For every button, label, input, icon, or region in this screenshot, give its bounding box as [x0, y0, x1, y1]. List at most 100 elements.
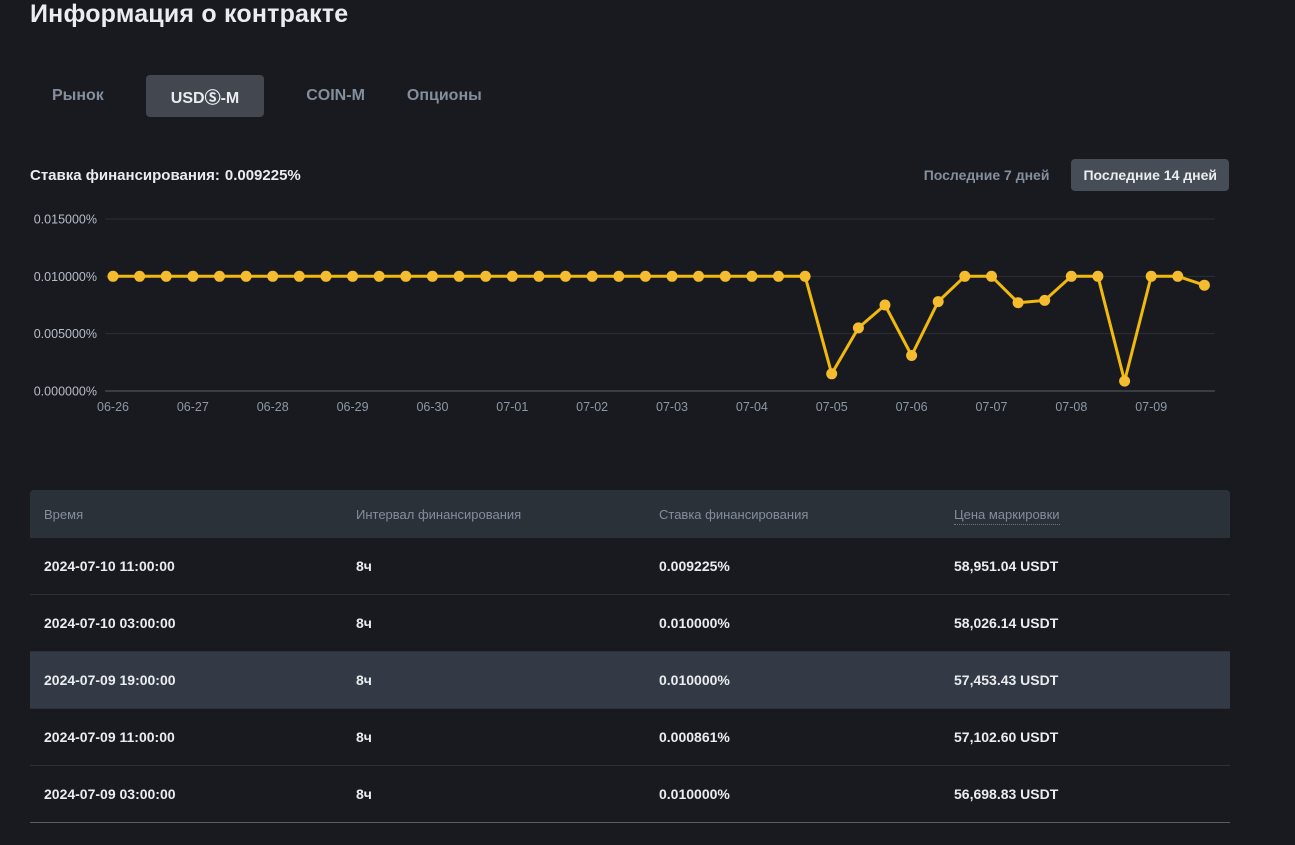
funding-rate-caption: Ставка финансирования: [30, 166, 220, 184]
cell-time: 2024-07-09 11:00:00 [44, 729, 175, 745]
cell-funding-interval: 8ч [356, 615, 372, 631]
funding-rate-point[interactable] [639, 270, 651, 282]
funding-rate-point[interactable] [480, 270, 492, 282]
funding-rate-point[interactable] [1092, 270, 1104, 282]
cell-mark-price: 58,026.14 USDT [954, 615, 1059, 631]
table-row: 2024-07-10 03:00:00 8ч 0.010000% 58,026.14 … [30, 595, 1230, 652]
funding-rate-point[interactable] [879, 299, 891, 311]
funding-rate-point[interactable] [693, 270, 705, 282]
funding-rate-point[interactable] [160, 270, 172, 282]
funding-rate-point[interactable] [986, 270, 997, 282]
funding-rate-point[interactable] [1012, 297, 1024, 309]
cell-mark-price: 58,951.04 USDT [954, 558, 1059, 574]
funding-rate-point[interactable] [267, 270, 279, 282]
funding-rate-point[interactable] [347, 270, 359, 282]
tab-options[interactable]: Опционы [406, 87, 482, 104]
funding-rate-chart[interactable]: 0.015000% 0.010000% 0.005000% 0.000000% 06-2… [30, 205, 1270, 420]
column-header-time: Время [44, 506, 84, 522]
table-row: 2024-07-10 11:00:00 8ч 0.009225% 58,951.04 … [30, 538, 1230, 595]
tab-coin-m[interactable]: COIN-M [306, 87, 365, 104]
column-header-mark-price[interactable]: Цена маркировки [940, 506, 1230, 525]
cell-funding-interval: 8ч [356, 786, 372, 802]
chart-x-axis-label: 07-05 [816, 400, 848, 414]
cell-funding-rate: 0.000861% [659, 729, 730, 745]
column-header-funding-interval: Интервал финансирования [356, 506, 522, 522]
funding-rate-point[interactable] [453, 270, 465, 282]
range-last-7-days-button[interactable]: Последние 7 дней [912, 159, 1062, 191]
chart-x-axis-label: 06-28 [257, 400, 289, 414]
funding-rate-line-chart[interactable]: 0.015000%0.010000%0.005000%0.000000%06-2… [30, 205, 1270, 420]
funding-rate-point[interactable] [506, 270, 518, 282]
chart-range-toggle: Последние 7 дней Последние 14 дней [912, 159, 1229, 191]
funding-rate-point[interactable] [799, 270, 811, 282]
funding-rate-point[interactable] [852, 322, 864, 334]
chart-x-axis-label: 07-02 [576, 400, 608, 414]
cell-funding-interval: 8ч [356, 672, 372, 688]
chart-y-axis-label: 0.000000% [34, 385, 97, 399]
funding-rate-point[interactable] [1039, 294, 1051, 306]
cell-time: 2024-07-10 11:00:00 [44, 558, 175, 574]
funding-rate-point[interactable] [373, 270, 385, 282]
chart-x-axis-label: 07-09 [1135, 400, 1167, 414]
funding-rate-point[interactable] [932, 296, 944, 308]
funding-rate-point[interactable] [1065, 270, 1077, 282]
funding-rate-point[interactable] [666, 270, 678, 282]
chart-x-axis-label: 06-27 [177, 400, 209, 414]
funding-rate-point[interactable] [826, 368, 838, 380]
table-row: 2024-07-09 03:00:00 8ч 0.010000% 56,698.83 … [30, 766, 1230, 823]
tab-market[interactable]: Рынок [52, 87, 104, 104]
cell-funding-interval: 8ч [356, 558, 372, 574]
funding-rate-point[interactable] [586, 270, 598, 282]
funding-rate-point[interactable] [1119, 375, 1131, 387]
funding-rate-point[interactable] [426, 270, 438, 282]
funding-rate-point[interactable] [1172, 270, 1184, 282]
funding-rate-point[interactable] [320, 270, 332, 282]
table-header-row: Время Интервал финансирования Ставка фин… [30, 490, 1230, 538]
chart-x-axis-label: 07-08 [1055, 400, 1087, 414]
funding-rate-point[interactable] [134, 270, 146, 282]
funding-rate-point[interactable] [906, 350, 918, 361]
cell-funding-rate: 0.010000% [659, 615, 730, 631]
funding-rate-point[interactable] [613, 270, 625, 282]
funding-rate-line [111, 274, 1206, 383]
funding-rate-point[interactable] [240, 270, 252, 282]
funding-rate-point[interactable] [560, 270, 571, 282]
funding-rate-point[interactable] [746, 270, 758, 282]
tab-usds-m[interactable]: USDⓈ-M [145, 75, 265, 117]
funding-rate-point[interactable] [187, 270, 199, 282]
range-last-14-days-button[interactable]: Последние 14 дней [1071, 159, 1229, 191]
cell-mark-price: 56,698.83 USDT [954, 786, 1059, 802]
contract-type-tabs: Рынок USDⓈ-M COIN-M Опционы [52, 75, 482, 117]
chart-x-axis-label: 07-03 [656, 400, 688, 414]
chart-x-axis-label: 07-01 [496, 400, 528, 414]
table-row: 2024-07-09 19:00:00 8ч 0.010000% 57,453.43 … [30, 652, 1230, 709]
cell-funding-rate: 0.010000% [659, 672, 730, 688]
chart-y-axis-label: 0.005000% [34, 327, 97, 341]
funding-rate-point[interactable] [107, 270, 119, 282]
chart-x-axis-label: 06-29 [337, 400, 369, 414]
funding-rate-point[interactable] [1145, 270, 1157, 282]
chart-x-axis-label: 07-06 [896, 400, 928, 414]
funding-rate-point[interactable] [533, 270, 545, 282]
cell-time: 2024-07-10 03:00:00 [44, 615, 176, 631]
funding-rate-point[interactable] [214, 270, 225, 282]
cell-funding-interval: 8ч [356, 729, 372, 745]
funding-rate-label: Ставка финансирования: 0.009225% [30, 167, 301, 184]
funding-history-table: Время Интервал финансирования Ставка фин… [30, 490, 1230, 823]
chart-y-axis-label: 0.015000% [34, 213, 97, 227]
funding-rate-value: 0.009225% [224, 166, 301, 184]
column-header-funding-rate: Ставка финансирования [659, 506, 809, 522]
chart-x-axis-label: 06-30 [416, 400, 448, 414]
cell-funding-rate: 0.009225% [659, 558, 730, 574]
funding-rate-point[interactable] [400, 270, 412, 282]
funding-rate-point[interactable] [1198, 279, 1210, 291]
funding-rate-point[interactable] [773, 270, 784, 282]
funding-rate-point[interactable] [293, 270, 305, 282]
funding-rate-row: Ставка финансирования: 0.009225% Последни… [30, 158, 1229, 192]
funding-rate-point[interactable] [719, 270, 731, 282]
funding-rate-point[interactable] [959, 270, 971, 282]
cell-mark-price: 57,102.60 USDT [954, 729, 1059, 745]
cell-time: 2024-07-09 19:00:00 [44, 672, 176, 688]
chart-x-axis-label: 06-26 [97, 400, 129, 414]
